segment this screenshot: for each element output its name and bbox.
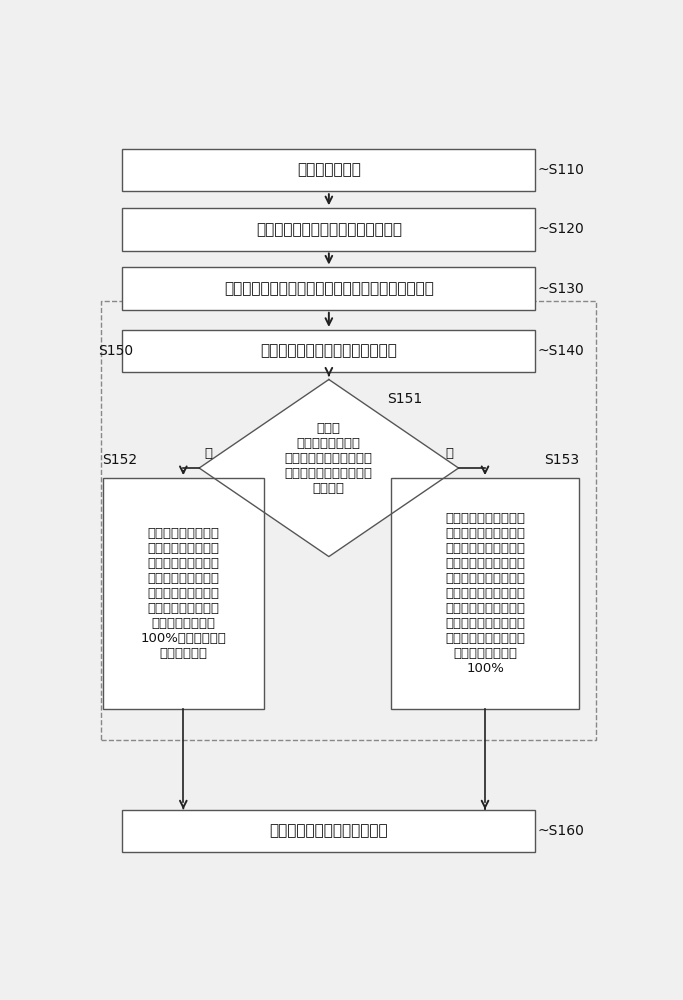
Text: 直流电源提供直流电压给马达控制器: 直流电源提供直流电压给马达控制器: [256, 222, 402, 237]
Text: 马达控制器输出控制电压给调变器: 马达控制器输出控制电压给调变器: [260, 344, 398, 359]
Text: S153: S153: [544, 452, 579, 466]
Text: ~S160: ~S160: [538, 824, 585, 838]
Bar: [122, 267, 535, 310]
Text: ~S140: ~S140: [538, 344, 585, 358]
Text: 提供一马达模组: 提供一马达模组: [297, 163, 361, 178]
Bar: [391, 478, 579, 709]
Text: 电压控制器控制马达控制器调整直流电压为控制电压: 电压控制器控制马达控制器调整直流电压为控制电压: [224, 281, 434, 296]
Text: S151: S151: [387, 392, 423, 406]
Text: 是: 是: [204, 447, 212, 460]
Bar: [101, 301, 596, 740]
Text: S150: S150: [98, 344, 134, 358]
Bar: [122, 149, 535, 191]
Text: ~S110: ~S110: [538, 163, 585, 177]
Polygon shape: [199, 379, 458, 557]
Bar: [122, 330, 535, 372]
Bar: [122, 810, 535, 852]
Bar: [102, 478, 264, 709]
Text: ~S120: ~S120: [538, 222, 585, 236]
Text: 电压控
制器接收对应特定
转速的转速信号，并判断
特定转速是否等于或大于
预设转速: 电压控 制器接收对应特定 转速的转速信号，并判断 特定转速是否等于或大于 预设转…: [285, 422, 373, 495]
Text: 电压控制器控制马达
控制器将直流电压调
整成对应特定转速的
第一对应直流电源，
且输出调变信号给调
变器，并控制调变信
号的工作周期等于
100%的方式产生驱
: 电压控制器控制马达 控制器将直流电压调 整成对应特定转速的 第一对应直流电源， …: [141, 527, 226, 660]
Text: 马达以驱动电压控制风扇运转: 马达以驱动电压控制风扇运转: [270, 823, 388, 838]
Text: S152: S152: [102, 452, 138, 466]
Text: 电压控制器控制马达控
制器将直流电压调整成
对应特定转速的第二对
应直流电源，且输出对
应特定转速的调变信号
给调变器，并控制调变
器以调变信号调变控制
电压，: 电压控制器控制马达控 制器将直流电压调整成 对应特定转速的第二对 应直流电源，且…: [445, 512, 525, 675]
Bar: [122, 208, 535, 251]
Text: 否: 否: [445, 447, 454, 460]
Text: ~S130: ~S130: [538, 282, 585, 296]
